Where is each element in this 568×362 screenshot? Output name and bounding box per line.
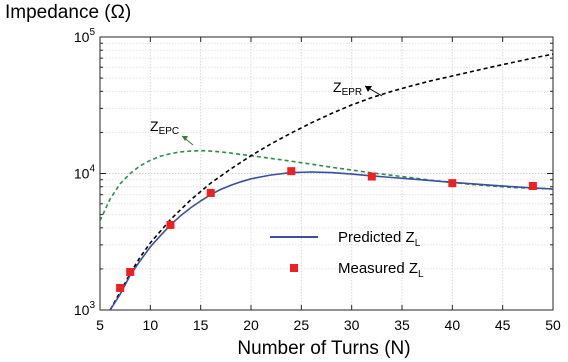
measured-point — [448, 179, 457, 188]
measured-point — [126, 267, 135, 276]
y-tick-label: 104 — [74, 164, 96, 182]
series-line-predicted-z-l — [109, 171, 553, 310]
legend-label-predicted: Predicted ZL — [338, 229, 421, 249]
y-tick-label: 105 — [74, 27, 96, 45]
x-tick-label: 25 — [294, 317, 310, 333]
x-tick-label: 40 — [445, 317, 461, 333]
legend-marker-measured — [290, 264, 298, 272]
measured-point — [367, 172, 376, 181]
annotation-z-epc: ZEPC — [150, 118, 179, 137]
series-line-z-epr — [109, 53, 553, 310]
annotation-arrowhead-epr — [365, 86, 372, 92]
x-tick-label: 15 — [193, 317, 209, 333]
x-tick-label: 20 — [243, 317, 259, 333]
series-line-z-epc — [100, 149, 553, 222]
y-axis-label: Impedance (Ω) — [5, 2, 132, 23]
x-tick-label: 45 — [495, 317, 511, 333]
y-tick-label: 103 — [74, 300, 96, 318]
x-axis-label: Number of Turns (N) — [237, 338, 411, 359]
x-tick-label: 30 — [344, 317, 360, 333]
measured-point — [206, 188, 215, 197]
x-tick-label: 10 — [143, 317, 159, 333]
legend-label-measured: Measured ZL — [338, 260, 424, 280]
x-tick-label: 50 — [545, 317, 561, 333]
measured-point — [116, 283, 125, 292]
measured-point — [166, 220, 175, 229]
x-tick-label: 5 — [96, 317, 104, 333]
measured-point — [528, 181, 537, 190]
annotation-arrowhead-epc — [182, 136, 188, 141]
annotation-z-epr: ZEPR — [333, 79, 362, 98]
measured-point — [287, 167, 296, 176]
x-tick-label: 35 — [394, 317, 410, 333]
